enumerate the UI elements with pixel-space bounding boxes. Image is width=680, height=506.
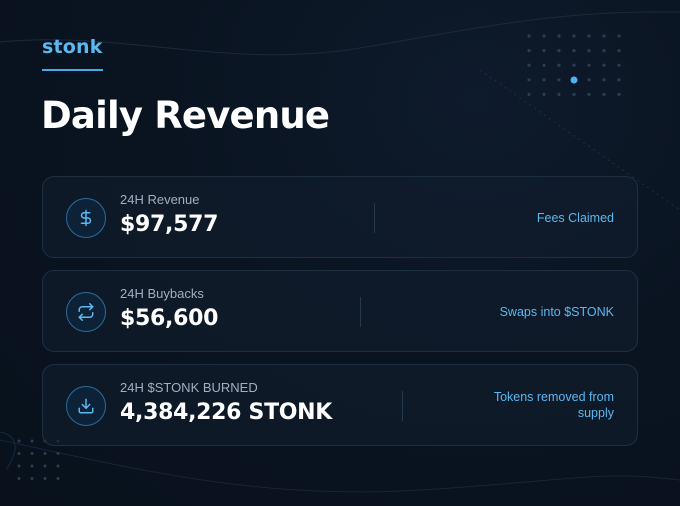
card-divider xyxy=(360,297,361,327)
brand-underline xyxy=(42,69,103,71)
page-title: Daily Revenue xyxy=(41,94,330,137)
card-label: 24H $STONK BURNED xyxy=(120,380,258,395)
buybacks-card: 24H Buybacks $56,600 Swaps into $STONK xyxy=(42,270,638,352)
card-label: 24H Revenue xyxy=(120,192,200,207)
card-value: 4,384,226 STONK xyxy=(120,400,333,425)
dollar-icon xyxy=(66,198,106,238)
swap-icon xyxy=(66,292,106,332)
card-note: Swaps into $STONK xyxy=(499,305,614,319)
revenue-card: 24H Revenue $97,577 Fees Claimed xyxy=(42,176,638,258)
download-icon xyxy=(66,386,106,426)
card-note: Fees Claimed xyxy=(536,211,614,225)
card-value: $97,577 xyxy=(120,212,219,237)
card-label: 24H Buybacks xyxy=(120,286,204,301)
card-divider xyxy=(402,391,403,421)
highlight-dot xyxy=(570,76,578,84)
card-value: $56,600 xyxy=(120,306,219,331)
card-note: Tokens removed from supply xyxy=(493,390,614,420)
brand-logo[interactable]: stonk xyxy=(42,36,103,58)
card-divider xyxy=(374,203,375,233)
burned-card: 24H $STONK BURNED 4,384,226 STONK Tokens… xyxy=(42,364,638,446)
